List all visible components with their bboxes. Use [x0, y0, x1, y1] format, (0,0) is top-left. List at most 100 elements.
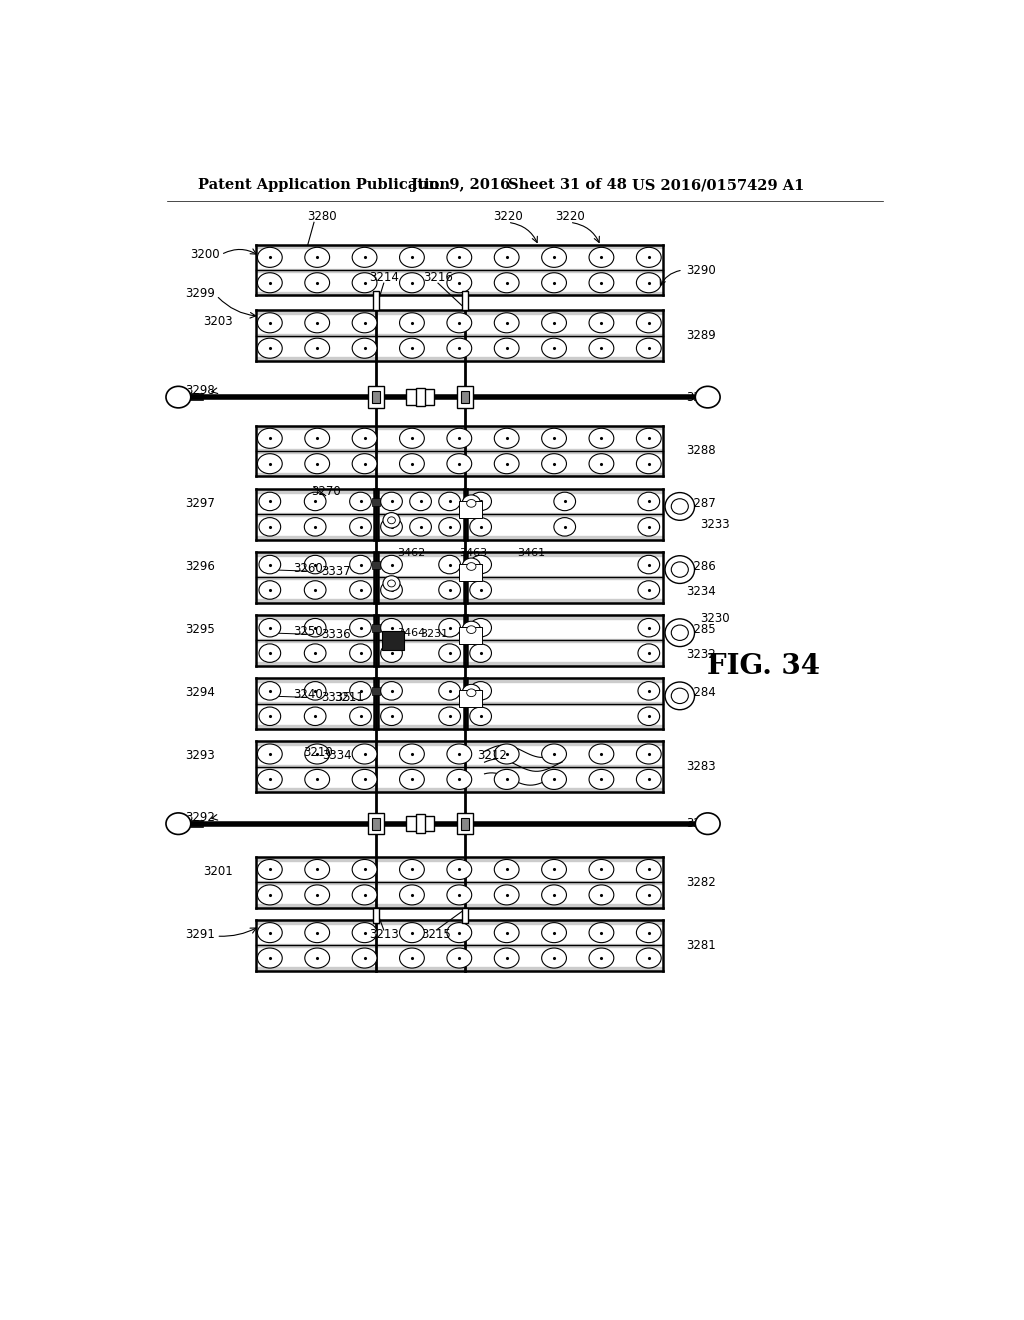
Ellipse shape — [446, 247, 472, 268]
Text: 3215: 3215 — [422, 928, 452, 941]
Ellipse shape — [257, 948, 283, 968]
Ellipse shape — [259, 517, 281, 536]
Text: 3291: 3291 — [185, 928, 215, 941]
Ellipse shape — [305, 923, 330, 942]
Text: 3270: 3270 — [310, 484, 341, 498]
Ellipse shape — [257, 273, 283, 293]
Ellipse shape — [467, 499, 476, 507]
Bar — [461, 817, 469, 830]
Text: 3214: 3214 — [369, 271, 398, 284]
Ellipse shape — [399, 273, 424, 293]
Ellipse shape — [305, 338, 330, 358]
Ellipse shape — [495, 923, 519, 942]
Text: 3294: 3294 — [185, 686, 215, 700]
Ellipse shape — [542, 770, 566, 789]
Ellipse shape — [636, 313, 662, 333]
Ellipse shape — [638, 619, 659, 638]
Ellipse shape — [672, 626, 688, 640]
Ellipse shape — [257, 247, 283, 268]
Ellipse shape — [257, 338, 283, 358]
Ellipse shape — [259, 581, 281, 599]
Ellipse shape — [381, 644, 402, 663]
Ellipse shape — [638, 708, 659, 726]
Ellipse shape — [166, 387, 190, 408]
Ellipse shape — [636, 338, 662, 358]
Ellipse shape — [257, 744, 283, 764]
Ellipse shape — [438, 492, 461, 511]
Bar — [407, 389, 434, 405]
Ellipse shape — [257, 923, 283, 942]
Ellipse shape — [305, 313, 330, 333]
Text: 3295: 3295 — [185, 623, 215, 636]
Bar — [382, 631, 403, 649]
Ellipse shape — [467, 562, 476, 570]
Ellipse shape — [259, 619, 281, 638]
Ellipse shape — [467, 689, 476, 697]
Text: 3299: 3299 — [185, 286, 215, 300]
Ellipse shape — [352, 338, 377, 358]
Ellipse shape — [636, 454, 662, 474]
Ellipse shape — [305, 454, 330, 474]
Ellipse shape — [257, 313, 283, 333]
Text: 3250: 3250 — [293, 624, 323, 638]
Ellipse shape — [495, 744, 519, 764]
Ellipse shape — [665, 682, 694, 710]
Ellipse shape — [438, 708, 461, 726]
Ellipse shape — [542, 273, 566, 293]
Ellipse shape — [304, 581, 326, 599]
Bar — [372, 817, 380, 830]
Ellipse shape — [383, 576, 400, 591]
Ellipse shape — [470, 581, 492, 599]
Ellipse shape — [305, 770, 330, 789]
Ellipse shape — [305, 859, 330, 879]
Text: 3296: 3296 — [185, 560, 215, 573]
Ellipse shape — [399, 923, 424, 942]
Ellipse shape — [438, 556, 461, 574]
Ellipse shape — [410, 492, 431, 511]
Ellipse shape — [446, 313, 472, 333]
Ellipse shape — [554, 492, 575, 511]
Ellipse shape — [352, 454, 377, 474]
Text: 3200: 3200 — [189, 248, 219, 261]
Ellipse shape — [381, 492, 402, 511]
Text: 3336: 3336 — [321, 628, 350, 640]
Text: Sheet 31 of 48: Sheet 31 of 48 — [508, 178, 627, 193]
Ellipse shape — [304, 619, 326, 638]
Text: 3211: 3211 — [334, 690, 364, 704]
Ellipse shape — [399, 948, 424, 968]
Bar — [416, 388, 425, 407]
Text: 3298: 3298 — [185, 384, 215, 397]
Text: 3212: 3212 — [477, 750, 507, 763]
Ellipse shape — [589, 313, 613, 333]
Ellipse shape — [672, 688, 688, 704]
Ellipse shape — [542, 948, 566, 968]
Ellipse shape — [399, 247, 424, 268]
Ellipse shape — [467, 626, 476, 634]
Ellipse shape — [446, 454, 472, 474]
Bar — [373, 290, 379, 310]
Ellipse shape — [349, 492, 372, 511]
Text: 3281: 3281 — [686, 939, 716, 952]
Ellipse shape — [636, 247, 662, 268]
Ellipse shape — [495, 428, 519, 449]
Text: 3216: 3216 — [423, 271, 453, 284]
Bar — [459, 502, 482, 517]
Ellipse shape — [259, 644, 281, 663]
Ellipse shape — [470, 492, 492, 511]
Text: 3220: 3220 — [555, 210, 585, 223]
Ellipse shape — [352, 428, 377, 449]
Ellipse shape — [638, 556, 659, 574]
Ellipse shape — [438, 644, 461, 663]
Text: 3230: 3230 — [700, 612, 729, 626]
Text: 3220: 3220 — [493, 210, 522, 223]
Bar — [369, 813, 384, 834]
Text: 3293: 3293 — [185, 750, 215, 763]
Text: 3234: 3234 — [686, 585, 716, 598]
Text: 3285: 3285 — [686, 623, 716, 636]
Ellipse shape — [349, 556, 372, 574]
Text: 3287: 3287 — [686, 496, 716, 510]
Ellipse shape — [495, 247, 519, 268]
Text: 3280: 3280 — [307, 210, 337, 223]
Bar — [458, 813, 473, 834]
Ellipse shape — [542, 313, 566, 333]
